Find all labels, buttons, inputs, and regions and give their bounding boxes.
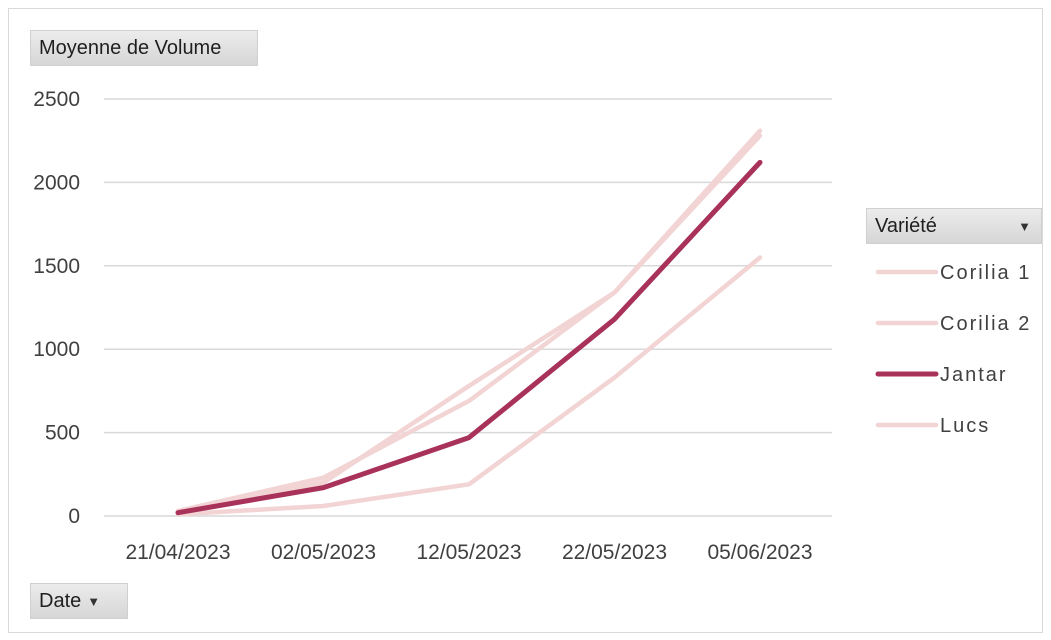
chart-frame (8, 8, 1043, 633)
y-tick-label: 2000 (33, 171, 80, 194)
x-axis-ticks: 21/04/2023 02/05/2023 12/05/2023 22/05/2023… (125, 541, 812, 564)
legend-entry-label: Corilia 1 (940, 262, 1031, 284)
x-tick-label: 05/06/2023 (707, 541, 812, 564)
series-line-lucs (175, 255, 763, 517)
x-tick-label: 02/05/2023 (271, 541, 376, 564)
legend-entry-label: Lucs (940, 415, 990, 437)
y-tick-label: 1500 (33, 255, 80, 278)
dropdown-arrow-icon[interactable]: ▼ (1018, 218, 1031, 234)
value-field-button[interactable]: Moyenne de Volume (30, 30, 258, 66)
x-tick-label: 12/05/2023 (416, 541, 521, 564)
legend-field-label: Variété (875, 214, 937, 237)
legend: Corilia 1 Corilia 2 Jantar Lucs (875, 262, 1031, 437)
series-line-corilia-2 (175, 128, 763, 514)
x-tick-label: 21/04/2023 (125, 541, 230, 564)
gridlines (104, 98, 832, 517)
dropdown-arrow-icon[interactable]: ▼ (87, 593, 101, 609)
x-tick-label: 22/05/2023 (562, 541, 667, 564)
y-tick-label: 1000 (33, 338, 80, 361)
axis-field-button[interactable]: Date ▼ (30, 583, 128, 619)
y-tick-label: 2500 (33, 88, 80, 111)
series-line-corilia-1 (175, 133, 763, 514)
series-lines (175, 128, 763, 517)
y-tick-label: 0 (68, 505, 80, 528)
legend-entry-label: Jantar (940, 364, 1008, 386)
axis-field-label: Date (39, 589, 82, 612)
y-tick-label: 500 (45, 422, 80, 445)
value-field-label: Moyenne de Volume (39, 36, 222, 59)
legend-field-button[interactable]: Variété ▼ (866, 208, 1042, 244)
legend-entry-label: Corilia 2 (940, 313, 1031, 335)
series-line-jantar (175, 159, 763, 516)
y-axis-ticks: 0 500 1000 1500 2000 2500 (33, 88, 80, 528)
